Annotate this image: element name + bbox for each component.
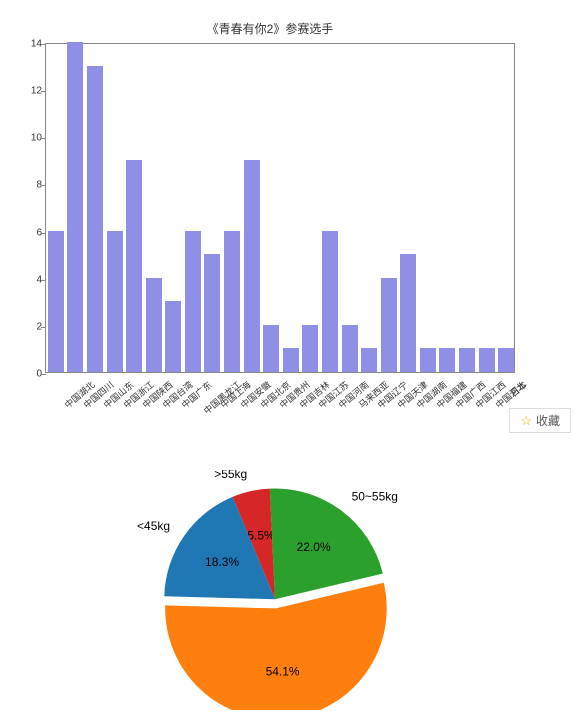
pie-chart: >55kg5.5%50~55kg22.0%45~50kg54.1%<45kg18… (120, 470, 430, 710)
pie-slice-percent: 22.0% (297, 540, 331, 554)
bar (146, 278, 162, 372)
y-tick-mark (41, 280, 46, 281)
bar (283, 348, 299, 372)
bar (459, 348, 475, 372)
bar (165, 301, 181, 372)
bar (322, 231, 338, 372)
y-tick-mark (41, 44, 46, 45)
bar (302, 325, 318, 372)
pie-chart-svg: >55kg5.5%50~55kg22.0%45~50kg54.1%<45kg18… (120, 470, 430, 710)
y-tick-mark (41, 185, 46, 186)
y-tick-label: 6 (18, 227, 42, 238)
bar (224, 231, 240, 372)
y-tick-mark (41, 138, 46, 139)
bar (67, 42, 83, 372)
bars-container (46, 44, 514, 372)
bar (48, 231, 64, 372)
y-tick-label: 14 (18, 39, 42, 50)
y-tick-label: 2 (18, 321, 42, 332)
y-tick-mark (41, 91, 46, 92)
y-tick-label: 10 (18, 133, 42, 144)
bar (381, 278, 397, 372)
bar (244, 160, 260, 372)
pie-slice-percent: 5.5% (247, 529, 275, 543)
y-tick-label: 0 (18, 369, 42, 380)
bar (185, 231, 201, 372)
favorite-button[interactable]: ☆ 收藏 (509, 408, 571, 433)
pie-slice-label: <45kg (137, 519, 170, 533)
bar (400, 254, 416, 372)
bar (342, 325, 358, 372)
bar (204, 254, 220, 372)
bar (263, 325, 279, 372)
y-tick-label: 8 (18, 180, 42, 191)
favorite-label: 收藏 (536, 412, 560, 429)
pie-slice-label: 50~55kg (352, 490, 398, 504)
bar (126, 160, 142, 372)
bar (361, 348, 377, 372)
y-tick-mark (41, 327, 46, 328)
bar (420, 348, 436, 372)
y-tick-label: 4 (18, 274, 42, 285)
bar (498, 348, 514, 372)
bar (479, 348, 495, 372)
pie-slice-percent: 18.3% (205, 555, 239, 569)
pie-slice (165, 583, 387, 710)
bar-chart: 《青春有你2》参赛选手 02468101214 中国湖北中国四川中国山东中国浙江… (20, 20, 520, 400)
bar (107, 231, 123, 372)
x-axis-labels: 中国湖北中国四川中国山东中国浙江中国陕西中国台湾中国广东中国黑龙江中国上海中国安… (45, 376, 515, 420)
bar-chart-plot: 02468101214 (45, 43, 515, 373)
pie-slice-percent: 54.1% (266, 664, 300, 678)
bar-chart-title: 《青春有你2》参赛选手 (20, 20, 520, 37)
y-tick-mark (41, 374, 46, 375)
y-tick-mark (41, 233, 46, 234)
y-tick-label: 12 (18, 86, 42, 97)
bar (87, 66, 103, 372)
pie-slice-label: >55kg (214, 470, 247, 481)
bar (439, 348, 455, 372)
star-icon: ☆ (520, 413, 532, 429)
